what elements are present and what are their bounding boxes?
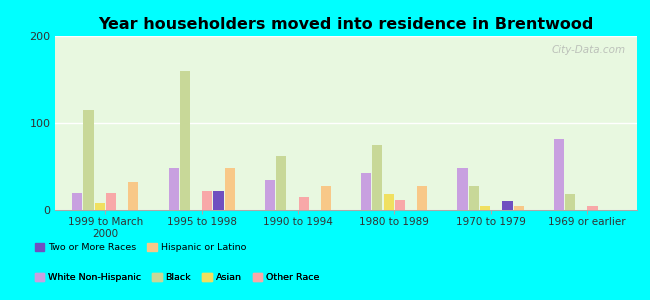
- Bar: [168, 168, 179, 210]
- Bar: [554, 139, 564, 210]
- Bar: [565, 194, 575, 210]
- Bar: [361, 173, 371, 210]
- Bar: [480, 206, 490, 210]
- Bar: [469, 186, 479, 210]
- Bar: [321, 186, 331, 210]
- Bar: [276, 156, 286, 210]
- Bar: [298, 197, 309, 210]
- Bar: [502, 201, 512, 210]
- Bar: [213, 191, 224, 210]
- Title: Year householders moved into residence in Brentwood: Year householders moved into residence i…: [98, 17, 594, 32]
- Bar: [180, 71, 190, 210]
- Bar: [95, 203, 105, 210]
- Bar: [417, 186, 428, 210]
- Legend: Two or More Races, Hispanic or Latino: Two or More Races, Hispanic or Latino: [31, 239, 250, 256]
- Bar: [128, 182, 138, 210]
- Bar: [225, 168, 235, 210]
- Bar: [384, 194, 394, 210]
- Bar: [588, 206, 597, 210]
- Bar: [458, 168, 467, 210]
- Bar: [72, 193, 83, 210]
- Bar: [372, 145, 382, 210]
- Bar: [395, 200, 405, 210]
- Bar: [202, 191, 213, 210]
- Bar: [514, 206, 524, 210]
- Legend: White Non-Hispanic, Black, Asian, Other Race: White Non-Hispanic, Black, Asian, Other …: [31, 269, 323, 286]
- Bar: [83, 110, 94, 210]
- Bar: [106, 193, 116, 210]
- Bar: [265, 179, 275, 210]
- Text: City-Data.com: City-Data.com: [551, 45, 625, 55]
